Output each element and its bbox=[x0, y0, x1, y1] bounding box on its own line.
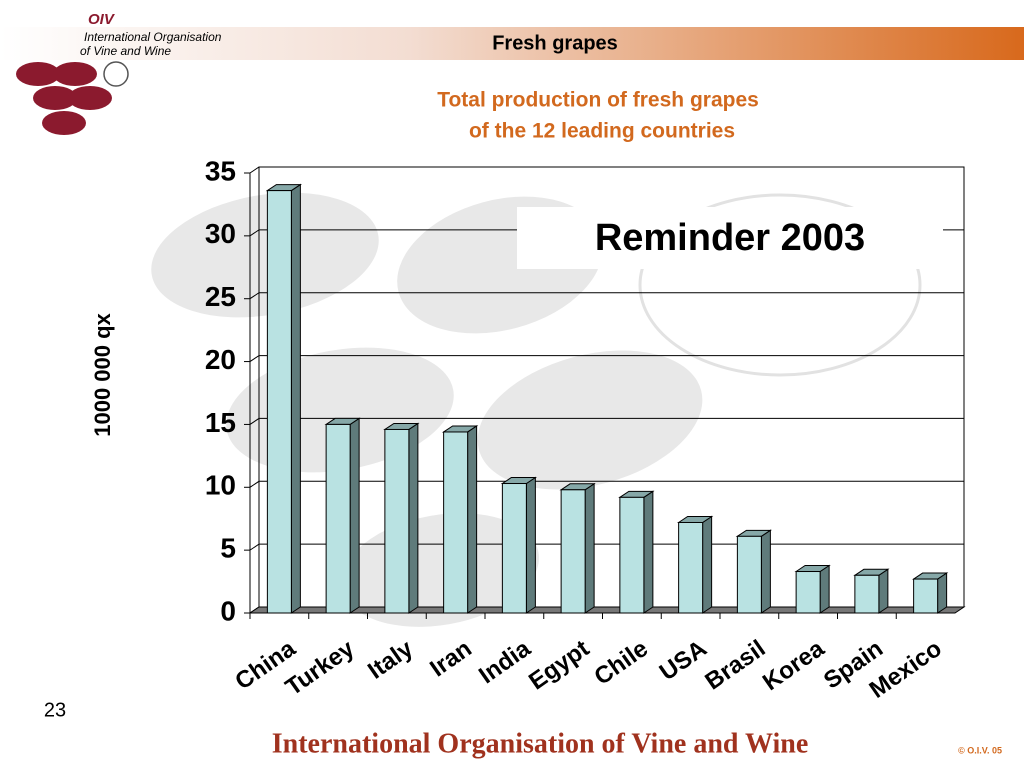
logo-text: OIV bbox=[88, 11, 116, 28]
bar-front bbox=[619, 496, 645, 614]
bar-side bbox=[760, 529, 771, 614]
bar-front bbox=[325, 423, 351, 614]
bar-front bbox=[443, 431, 469, 614]
x-tick-label: Turkey bbox=[281, 635, 360, 702]
grid-line bbox=[249, 417, 964, 425]
copyright: © O.I.V. 05 bbox=[958, 745, 1002, 755]
chart-subtitle: of the 12 leading countries bbox=[469, 120, 735, 143]
grid-line bbox=[249, 543, 964, 551]
y-tick-label: 35 bbox=[205, 155, 236, 186]
logo-grapes bbox=[16, 61, 129, 135]
bar bbox=[794, 564, 831, 614]
chart-title: Total production of fresh grapes bbox=[437, 89, 759, 112]
bar-side bbox=[467, 425, 478, 614]
bar-front bbox=[560, 489, 586, 614]
grid-line bbox=[249, 480, 964, 488]
bar-front bbox=[678, 521, 704, 614]
x-tick-label: Chile bbox=[589, 635, 653, 691]
grid-line bbox=[249, 166, 964, 174]
bar bbox=[618, 490, 655, 614]
bar-side bbox=[702, 515, 713, 614]
grid-line bbox=[249, 292, 964, 300]
bar-side bbox=[819, 564, 830, 614]
bar-side bbox=[643, 490, 654, 614]
y-tick-label: 15 bbox=[205, 407, 236, 438]
y-tick-label: 10 bbox=[205, 470, 236, 501]
bar bbox=[324, 417, 361, 614]
bar-side bbox=[584, 482, 595, 614]
bar-side bbox=[878, 568, 889, 614]
x-tick-label: Korea bbox=[758, 635, 830, 697]
y-tick-label: 0 bbox=[220, 595, 236, 626]
x-tick-label: Brasil bbox=[700, 635, 770, 695]
page-number: 23 bbox=[44, 699, 66, 721]
y-tick-label: 5 bbox=[220, 533, 236, 564]
bar bbox=[265, 183, 303, 614]
bar-side bbox=[349, 417, 360, 614]
section-title: Fresh grapes bbox=[492, 32, 618, 54]
x-tick-label: Italy bbox=[363, 635, 418, 685]
y-tick-label: 20 bbox=[205, 344, 236, 375]
bar bbox=[676, 515, 714, 614]
bar-front bbox=[384, 428, 410, 614]
bar bbox=[441, 425, 479, 614]
bar bbox=[853, 568, 890, 614]
bar-side bbox=[290, 183, 301, 614]
bar-front bbox=[501, 483, 527, 614]
grid-line bbox=[249, 355, 964, 362]
bar-side bbox=[937, 572, 948, 614]
bar-front bbox=[854, 574, 880, 614]
bar bbox=[383, 422, 420, 614]
bar bbox=[911, 572, 949, 614]
x-tick-label: Egypt bbox=[524, 635, 594, 695]
bar bbox=[500, 476, 538, 614]
bar bbox=[559, 482, 596, 614]
x-tick-label: India bbox=[474, 635, 536, 690]
bar-front bbox=[266, 190, 292, 614]
annotation-box bbox=[517, 207, 943, 269]
footer-organisation: International Organisation of Vine and W… bbox=[272, 728, 809, 759]
bar-front bbox=[736, 535, 762, 614]
y-tick-label: 30 bbox=[205, 218, 236, 249]
bar-front bbox=[795, 571, 821, 614]
header-bar bbox=[0, 27, 1024, 60]
y-axis-label: 1000 000 qx bbox=[90, 312, 115, 436]
bar-side bbox=[525, 476, 536, 614]
bar-side bbox=[408, 422, 419, 614]
y-tick-label: 25 bbox=[205, 281, 236, 312]
org-name: of Vine and Wine bbox=[80, 44, 171, 58]
org-name: International Organisation bbox=[84, 30, 222, 44]
bar bbox=[735, 529, 773, 614]
x-tick-label: Iran bbox=[425, 635, 477, 682]
bar-front bbox=[913, 578, 939, 614]
annotation: Reminder 2003 bbox=[595, 217, 865, 259]
